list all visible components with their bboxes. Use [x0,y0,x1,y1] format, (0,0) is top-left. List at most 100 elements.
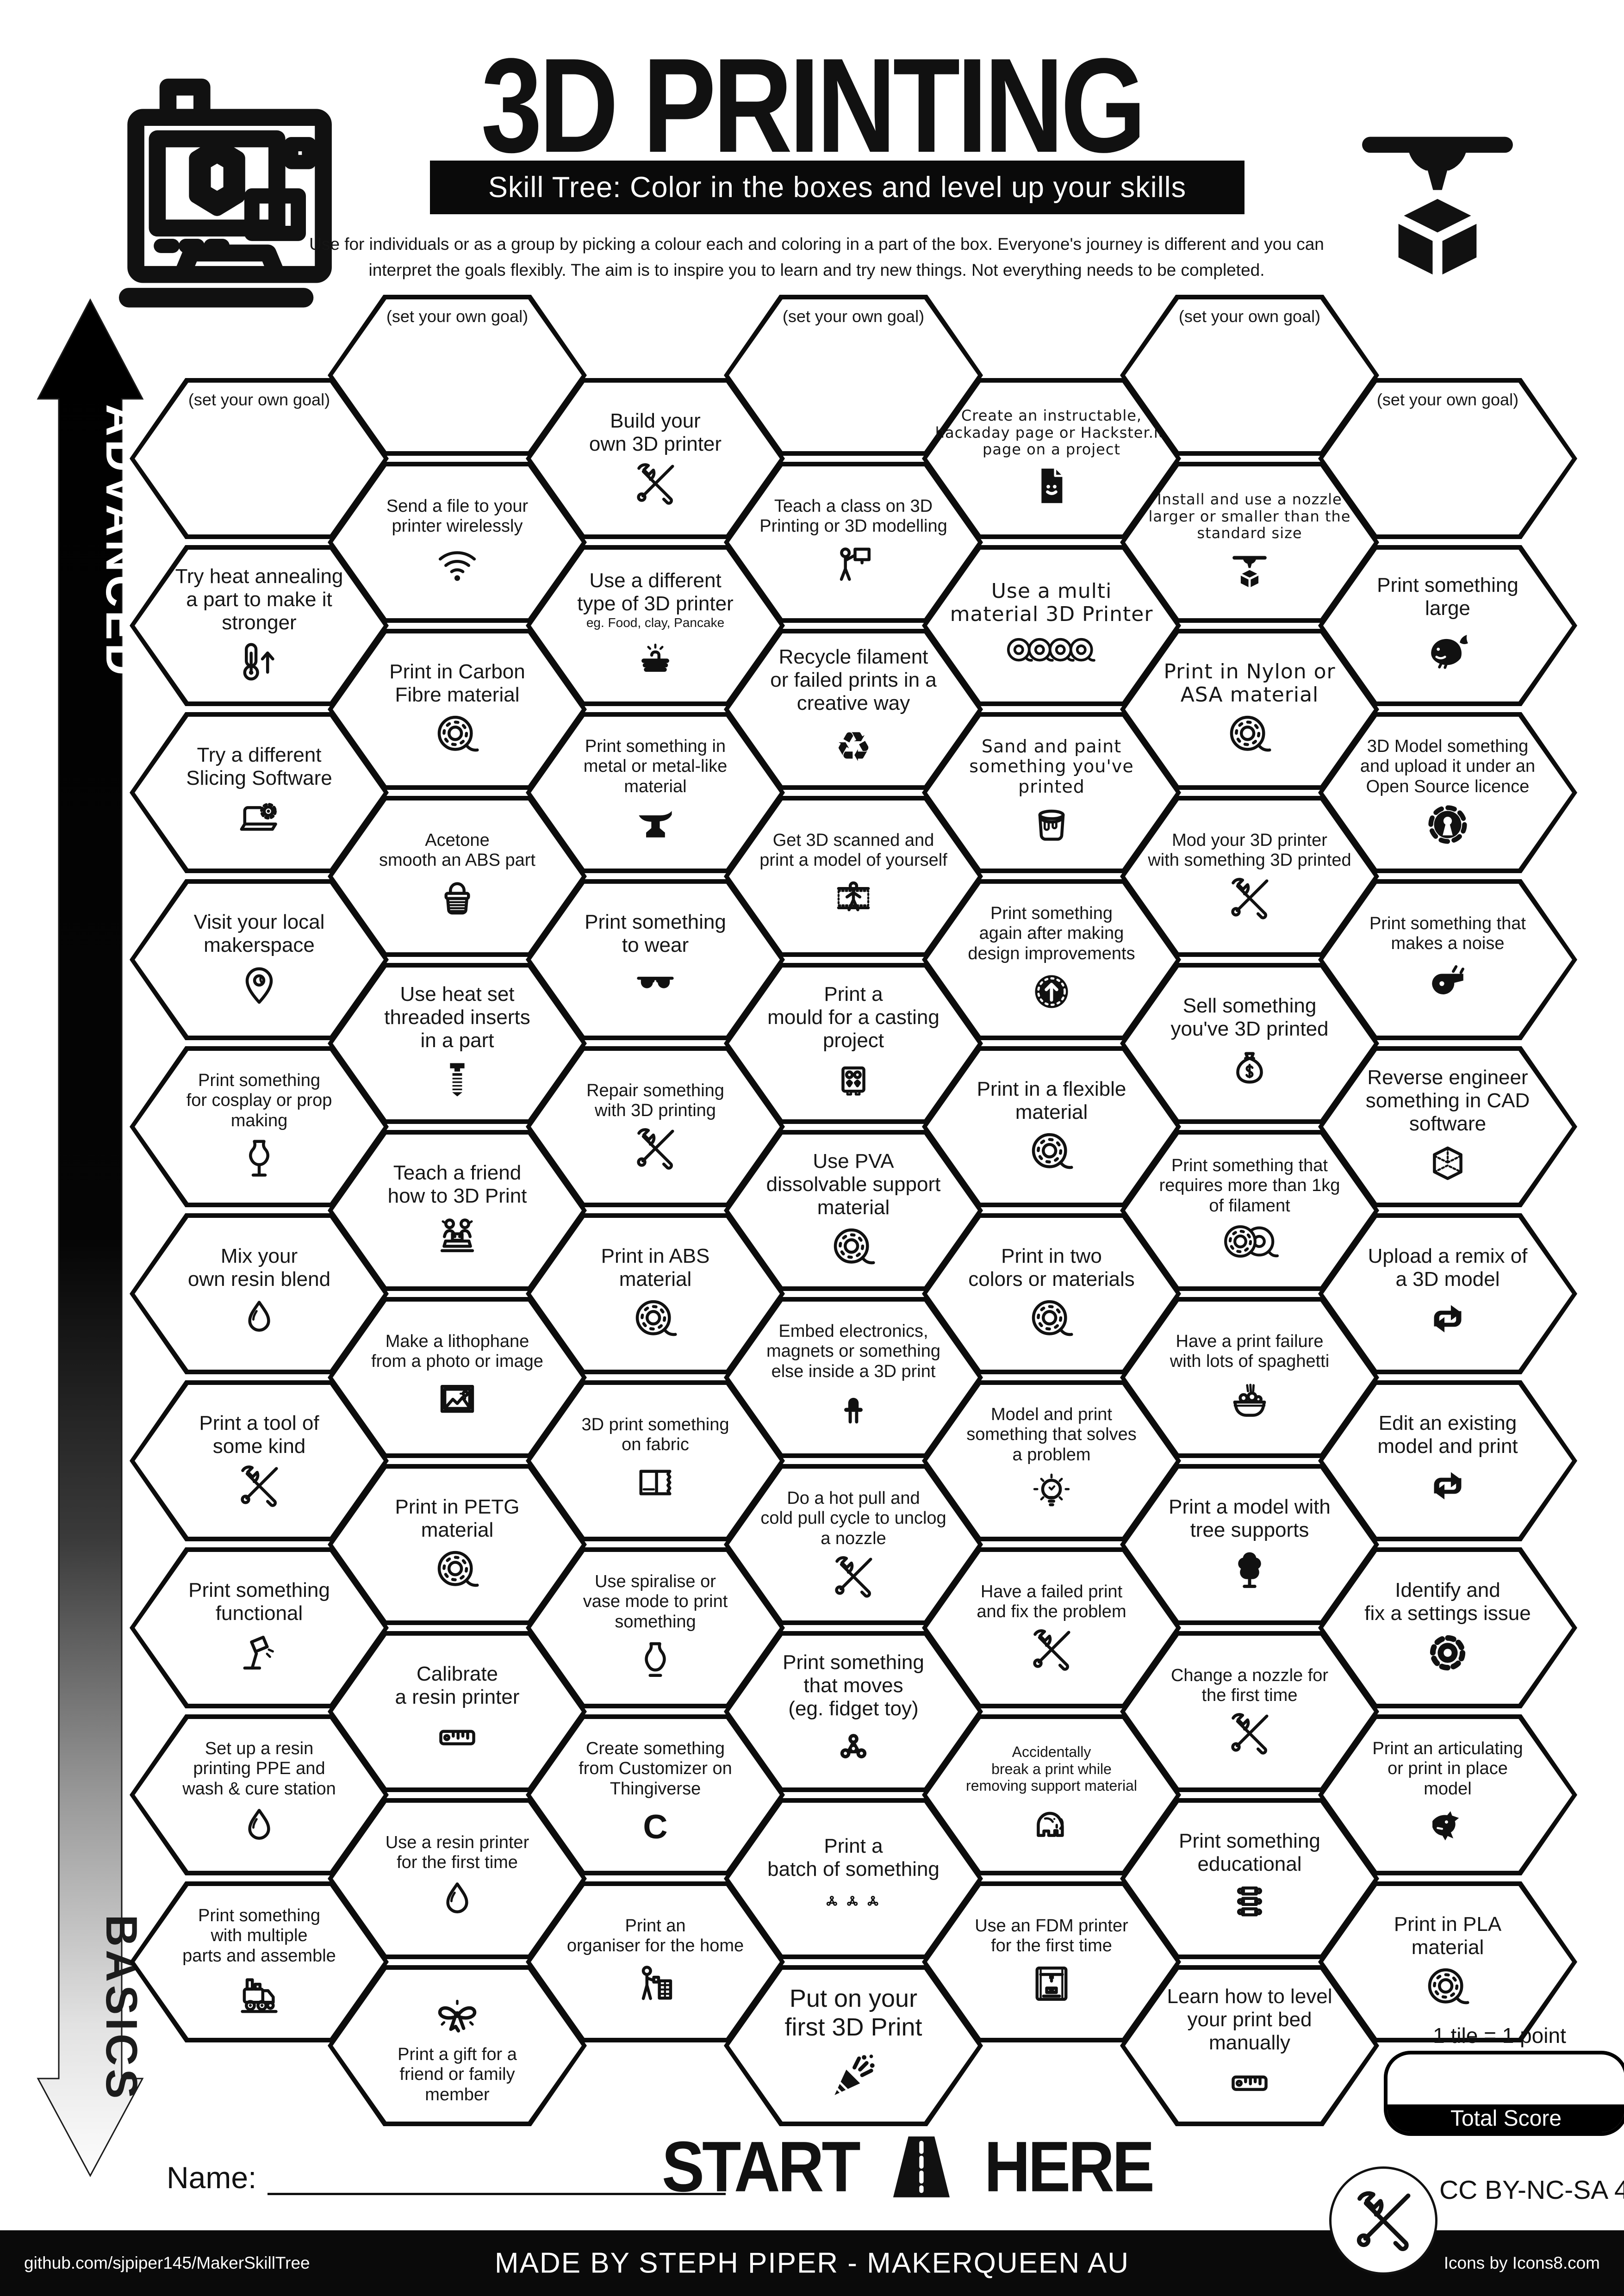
hex-articulating-model[interactable]: Print an articulating or print in place mo… [1318,1714,1577,1875]
hex-customizer-thingiverse[interactable]: Create something from Customizer on Thingi… [526,1714,785,1875]
spool-icon [1027,1128,1076,1176]
hex-slicing-software[interactable]: Try a different Slicing Software [130,712,389,873]
hex-pla-material[interactable]: Print in PLA material [1318,1881,1577,2042]
hex-multi-material[interactable]: Use a multi material 3D Printer [922,545,1181,706]
hex-design-improvements[interactable]: Print something again after making design … [922,879,1181,1040]
hex-goal-4[interactable]: (set your own goal) [724,295,983,456]
hex-pva-support[interactable]: Use PVA dissolvable support material [724,1130,983,1291]
hex-gift-for-friend[interactable]: Print a gift for a friend or family member [328,1965,587,2126]
hex-get-3d-scanned[interactable]: Get 3D scanned and print a model of yours… [724,796,983,957]
hex-label: Create an instructable, hackaday page or … [935,407,1168,459]
name-field[interactable]: Name: [167,2160,726,2195]
hex-fdm-first-time[interactable]: Use an FDM printer for the first time [922,1881,1181,2042]
hex-fill [729,466,978,618]
hex-goal-1[interactable]: (set your own goal) [130,378,389,539]
footer-credit: MADE BY STEPH PIPER - MAKERQUEEN AU [494,2247,1130,2279]
hex-resin-blend[interactable]: Mix your own resin blend [130,1213,389,1374]
hex-sand-and-paint[interactable]: Sand and paint something you've printed [922,712,1181,873]
total-score-box[interactable]: Total Score [1384,2051,1624,2136]
hex-solve-problem[interactable]: Model and print something that solves a pr… [922,1380,1181,1541]
hex-home-organiser[interactable]: Print an organiser for the home [526,1881,785,2042]
remix-icon [1424,1295,1472,1343]
name-input-line[interactable] [268,2160,726,2195]
hex-print-educational[interactable]: Print something educational [1120,1798,1379,1959]
hex-different-type-printer[interactable]: Use a different type of 3D printer eg. Foo… [526,545,785,706]
hex-failed-print-fix[interactable]: Have a failed print and fix the problem [922,1547,1181,1708]
hex-fill [135,884,384,1036]
hex-print-large[interactable]: Print something large [1318,545,1577,706]
hex-reverse-engineer-cad[interactable]: Reverse engineer something in CAD software [1318,1046,1577,1207]
spool-icon [829,1223,877,1271]
hex-casting-mould[interactable]: Print a mould for a casting project [724,963,983,1124]
hex-fill [531,1218,780,1370]
hex-mod-your-printer[interactable]: Mod your 3D printer with something 3D pri… [1120,796,1379,957]
hex-recycle-filament[interactable]: Recycle filament or failed prints in a cre… [724,629,983,790]
hex-label: Print in ABS material [601,1244,710,1291]
hex-nylon-asa[interactable]: Print in Nylon or ASA material [1120,629,1379,790]
hex-multiple-parts[interactable]: Print something with multiple parts and as… [130,1881,389,2042]
hex-abs-material[interactable]: Print in ABS material [526,1213,785,1374]
hex-embed-electronics[interactable]: Embed electronics, magnets or something el… [724,1297,983,1458]
hex-label: Use a resin printer for the first time [385,1832,529,1872]
hex-build-own-printer[interactable]: Build your own 3D printer [526,378,785,539]
hex-instructable-page[interactable]: Create an instructable, hackaday page or … [922,378,1181,539]
hex-petg-material[interactable]: Print in PETG material [328,1464,587,1625]
hex-fix-settings-issue[interactable]: Identify and fix a settings issue [1318,1547,1577,1708]
hex-goal-6[interactable]: (set your own goal) [1120,295,1379,456]
hex-break-removing-support[interactable]: Accidentally break a print while removing … [922,1714,1181,1875]
hex-resin-first-time[interactable]: Use a resin printer for the first time [328,1798,587,1959]
hex-metal-material[interactable]: Print something in metal or metal-like mat… [526,712,785,873]
hex-more-than-1kg[interactable]: Print something that requires more than 1… [1120,1130,1379,1291]
hex-vase-mode[interactable]: Use spiralise or vase mode to print someth… [526,1547,785,1708]
hex-teach-class[interactable]: Teach a class on 3D Printing or 3D modell… [724,462,983,623]
hex-label: Upload a remix of a 3D model [1368,1244,1528,1291]
acetone-icon [433,874,481,922]
hex-send-wireless[interactable]: Send a file to your printer wirelessly [328,462,587,623]
hex-fill [531,1886,780,2038]
hex-resin-ppe-station[interactable]: Set up a resin printing PPE and wash & cur… [130,1714,389,1875]
hex-upload-remix[interactable]: Upload a remix of a 3D model [1318,1213,1577,1374]
hex-acetone-smooth[interactable]: Acetone smooth an ABS part [328,796,587,957]
hex-makes-noise[interactable]: Print something that makes a noise [1318,879,1577,1040]
hex-change-nozzle[interactable]: Change a nozzle for the first time [1120,1631,1379,1792]
hex-goal-7[interactable]: (set your own goal) [1318,378,1577,539]
hex-print-moves[interactable]: Print something that moves (eg. fidget toy… [724,1631,983,1792]
hex-calibrate-resin[interactable]: Calibrate a resin printer [328,1631,587,1792]
hex-cosplay-prop[interactable]: Print something for cosplay or prop making [130,1046,389,1207]
tools-icon [631,459,679,508]
hex-print-batch[interactable]: Print a batch of something [724,1798,983,1959]
hex-spaghetti-failure[interactable]: Have a print failure with lots of spaghet… [1120,1297,1379,1458]
hex-fill [1125,1135,1374,1286]
hex-print-tool[interactable]: Print a tool of some kind [130,1380,389,1541]
hex-print-on-fabric[interactable]: 3D print something on fabric [526,1380,785,1541]
hex-level-print-bed[interactable]: Learn how to level your print bed manually [1120,1965,1379,2126]
hex-nozzle-size[interactable]: Install and use a nozzle larger or smalle… [1120,462,1379,623]
hex-hot-cold-pull[interactable]: Do a hot pull and cold pull cycle to uncl… [724,1464,983,1625]
hex-fill [531,1385,780,1537]
hex-teach-friend[interactable]: Teach a friend how to 3D Print [328,1130,587,1291]
pin-icon [235,961,283,1009]
hex-lithophane[interactable]: Make a lithophane from a photo or image [328,1297,587,1458]
hex-label: Print a batch of something [767,1834,940,1880]
hex-fill [1125,633,1374,785]
hex-label: Use PVA dissolvable support material [766,1149,941,1219]
score-entry-area[interactable] [1388,2054,1624,2104]
hex-two-colors[interactable]: Print in two colors or materials [922,1213,1181,1374]
hex-print-functional[interactable]: Print something functional [130,1547,389,1708]
hex-first-3d-print[interactable]: Put on your first 3D Print [724,1965,983,2126]
hex-visit-makerspace[interactable]: Visit your local makerspace [130,879,389,1040]
hex-goal-2[interactable]: (set your own goal) [328,295,587,456]
hex-heat-annealing[interactable]: Try heat annealing a part to make it stron… [130,545,389,706]
hex-edit-existing-model[interactable]: Edit an existing model and print [1318,1380,1577,1541]
hex-label: Repair something with 3D printing [586,1080,724,1120]
hex-label: Visit your local makerspace [193,910,325,956]
hex-carbon-fibre[interactable]: Print in Carbon Fibre material [328,629,587,790]
hex-flexible-material[interactable]: Print in a flexible material [922,1046,1181,1207]
hex-sell-printed[interactable]: Sell something you've 3D printed [1120,963,1379,1124]
hex-repair-with-printing[interactable]: Repair something with 3D printing [526,1046,785,1207]
hex-fill [1323,383,1572,534]
hex-open-source-model[interactable]: 3D Model something and upload it under an… [1318,712,1577,873]
hex-heat-set-inserts[interactable]: Use heat set threaded inserts in a part [328,963,587,1124]
hex-print-to-wear[interactable]: Print something to wear [526,879,785,1040]
hex-tree-supports[interactable]: Print a model with tree supports [1120,1464,1379,1625]
